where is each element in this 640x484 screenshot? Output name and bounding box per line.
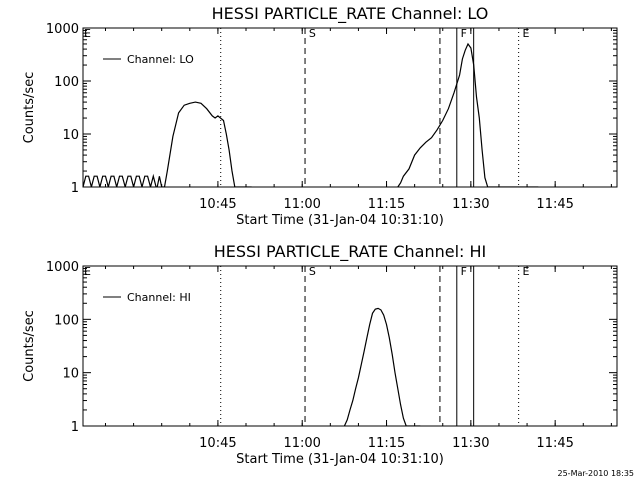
x-tick-label: 11:00 [283, 197, 320, 212]
legend-entry: Channel: HI [127, 291, 191, 304]
plot-frame [82, 27, 618, 188]
event-label-f: F [461, 265, 467, 278]
series-segment [397, 42, 539, 187]
y-tick-label: 10 [62, 128, 79, 143]
x-tick-label: 10:45 [199, 197, 236, 212]
event-label-s: S [309, 27, 316, 40]
x-tick-label: 11:30 [452, 436, 489, 451]
chart-title: HESSI PARTICLE_RATE Channel: LO [212, 4, 489, 24]
y-tick-label: 100 [54, 75, 79, 90]
y-tick-label: 1 [71, 420, 79, 435]
x-tick-label: 11:15 [368, 436, 405, 451]
x-axis-label: Start Time (31-Jan-04 10:31:10) [236, 213, 444, 228]
legend-entry: Channel: LO [127, 53, 194, 66]
event-markers [220, 28, 520, 187]
plot-frame [82, 265, 618, 427]
chart-title: HESSI PARTICLE_RATE Channel: HI [214, 242, 487, 262]
series-line-0 [343, 307, 421, 426]
plot-panel-1: HESSI PARTICLE_RATE Channel: HI S F E E 10:45… [22, 242, 618, 467]
x-tick-label: 11:15 [368, 197, 405, 212]
x-tick-label: 11:45 [536, 436, 573, 451]
edge-marker: E [84, 27, 91, 40]
x-tick-label: 11:00 [283, 436, 320, 451]
x-tick-label: 10:45 [199, 436, 236, 451]
y-tick-label: 100 [54, 313, 79, 328]
y-axis-label: Counts/sec [22, 310, 37, 382]
series-line-0 [83, 42, 539, 187]
plot-timestamp: 25-Mar-2010 18:35 [557, 469, 635, 478]
event-markers [220, 266, 520, 426]
event-label-e: E [522, 265, 529, 278]
edge-marker: E [84, 265, 91, 278]
x-axis-label: Start Time (31-Jan-04 10:31:10) [236, 452, 444, 467]
y-tick-label: 1000 [46, 22, 79, 37]
series-segment [83, 101, 252, 187]
series-segment [343, 307, 421, 426]
x-tick-label: 11:45 [536, 197, 573, 212]
x-tick-label: 11:30 [452, 197, 489, 212]
event-label-e: E [522, 27, 529, 40]
y-axis-label: Counts/sec [22, 72, 37, 144]
y-tick-label: 1 [71, 181, 79, 196]
y-tick-label: 10 [62, 367, 79, 382]
plot-panel-0: HESSI PARTICLE_RATE Channel: LO S F E E 10:45… [22, 4, 618, 228]
y-tick-label: 1000 [46, 260, 79, 275]
event-label-f: F [461, 27, 467, 40]
event-label-s: S [309, 265, 316, 278]
